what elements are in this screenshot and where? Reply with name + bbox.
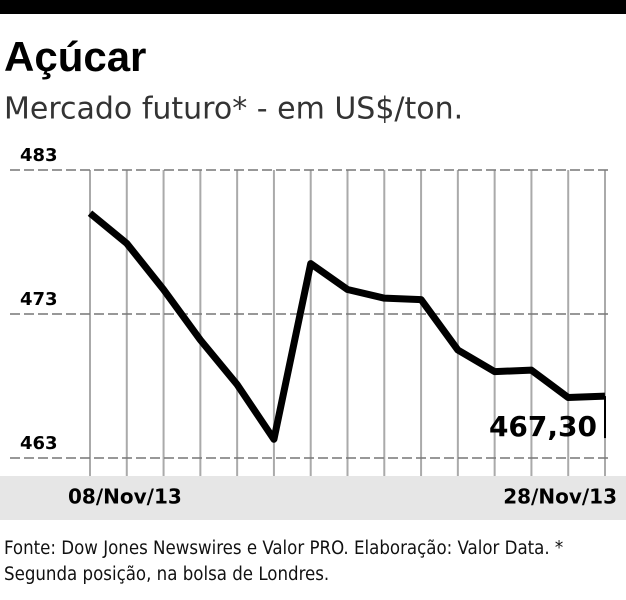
value-label: 467,30 [489,410,597,443]
y-tick-label: 463 [20,433,58,454]
top-bar [0,0,626,14]
x-tick-label: 28/Nov/13 [503,485,617,509]
y-tick-label: 473 [20,289,58,310]
y-tick-label: 483 [20,145,58,166]
line [87,210,606,443]
x-axis-band [0,476,626,520]
chart-title: Açúcar [4,33,146,80]
chart-subtitle: Mercado futuro* - em US$/ton. [4,92,463,127]
footnote: Fonte: Dow Jones Newswires e Valor PRO. … [4,538,564,585]
x-tick-label: 08/Nov/13 [68,485,182,509]
